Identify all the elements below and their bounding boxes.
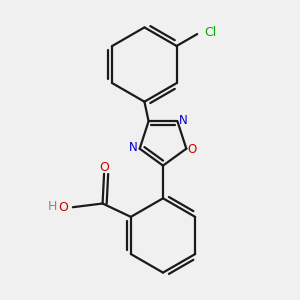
Text: N: N: [129, 141, 138, 154]
Text: N: N: [179, 114, 188, 127]
Text: O: O: [58, 202, 68, 214]
Text: Cl: Cl: [205, 26, 217, 39]
Text: O: O: [99, 161, 109, 174]
Text: H: H: [47, 200, 57, 213]
Text: O: O: [188, 143, 197, 156]
